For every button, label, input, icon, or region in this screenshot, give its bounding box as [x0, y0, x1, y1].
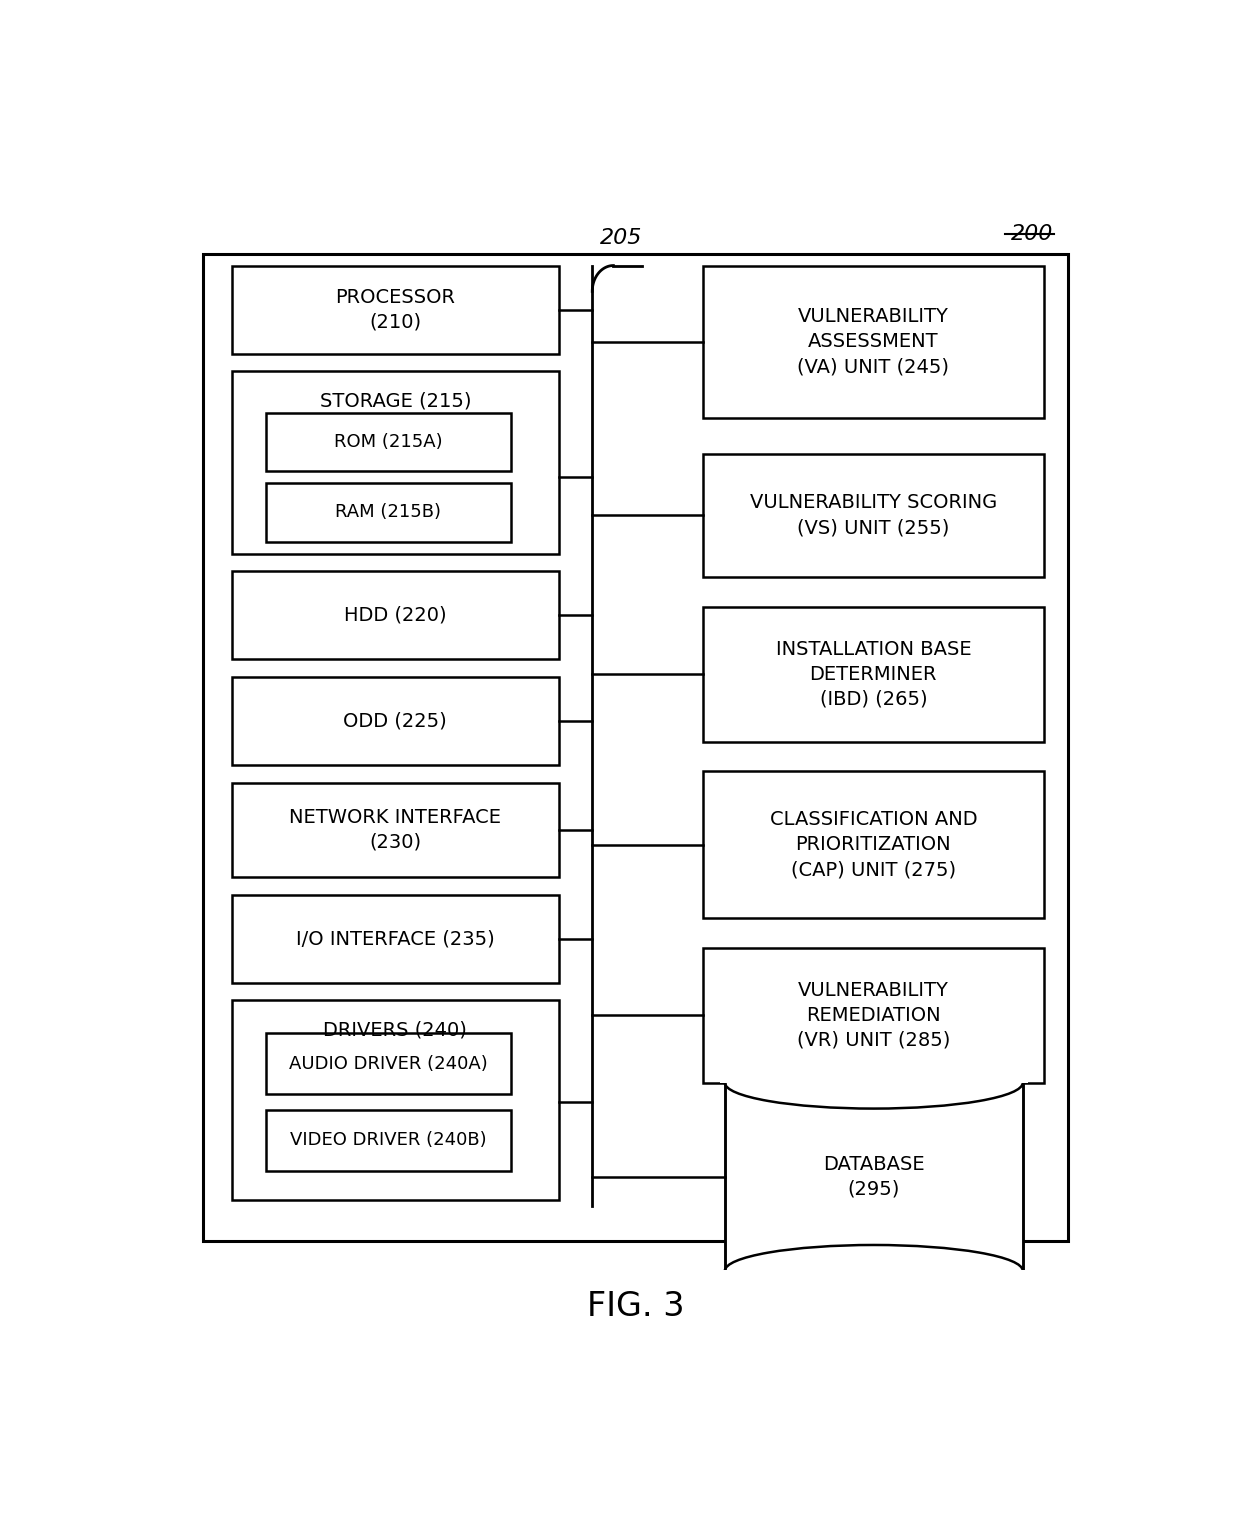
- Text: CLASSIFICATION AND
PRIORITIZATION
(CAP) UNIT (275): CLASSIFICATION AND PRIORITIZATION (CAP) …: [770, 811, 977, 880]
- FancyBboxPatch shape: [232, 1000, 559, 1200]
- Text: 205: 205: [600, 228, 642, 247]
- FancyBboxPatch shape: [720, 1269, 1028, 1303]
- Text: ROM (215A): ROM (215A): [334, 434, 443, 450]
- FancyBboxPatch shape: [265, 1034, 511, 1095]
- FancyBboxPatch shape: [703, 771, 1044, 918]
- Text: ODD (225): ODD (225): [343, 712, 448, 730]
- FancyBboxPatch shape: [725, 1083, 1023, 1270]
- Text: NETWORK INTERFACE
(230): NETWORK INTERFACE (230): [289, 808, 501, 852]
- Text: DRIVERS (240): DRIVERS (240): [324, 1020, 467, 1040]
- Text: INSTALLATION BASE
DETERMINER
(IBD) (265): INSTALLATION BASE DETERMINER (IBD) (265): [775, 640, 971, 709]
- FancyBboxPatch shape: [703, 606, 1044, 742]
- FancyBboxPatch shape: [265, 1110, 511, 1171]
- Text: HDD (220): HDD (220): [343, 606, 446, 625]
- Ellipse shape: [725, 1245, 1023, 1296]
- Text: FIG. 3: FIG. 3: [587, 1290, 684, 1322]
- FancyBboxPatch shape: [232, 783, 559, 876]
- Text: VULNERABILITY SCORING
(VS) UNIT (255): VULNERABILITY SCORING (VS) UNIT (255): [750, 493, 997, 538]
- Text: VIDEO DRIVER (240B): VIDEO DRIVER (240B): [290, 1132, 486, 1150]
- Text: VULNERABILITY
REMEDIATION
(VR) UNIT (285): VULNERABILITY REMEDIATION (VR) UNIT (285…: [796, 980, 950, 1049]
- Ellipse shape: [725, 1057, 1023, 1109]
- FancyBboxPatch shape: [265, 412, 511, 472]
- Text: STORAGE (215): STORAGE (215): [320, 391, 471, 411]
- FancyBboxPatch shape: [232, 266, 559, 354]
- FancyBboxPatch shape: [265, 483, 511, 542]
- Text: 200: 200: [1011, 224, 1054, 244]
- FancyBboxPatch shape: [232, 676, 559, 765]
- Text: RAM (215B): RAM (215B): [335, 504, 441, 521]
- Text: I/O INTERFACE (235): I/O INTERFACE (235): [296, 930, 495, 948]
- FancyBboxPatch shape: [720, 1051, 1028, 1083]
- FancyBboxPatch shape: [703, 947, 1044, 1083]
- FancyBboxPatch shape: [232, 371, 559, 554]
- FancyBboxPatch shape: [232, 571, 559, 660]
- FancyBboxPatch shape: [232, 895, 559, 983]
- Text: PROCESSOR
(210): PROCESSOR (210): [335, 287, 455, 331]
- FancyBboxPatch shape: [703, 454, 1044, 577]
- Text: VULNERABILITY
ASSESSMENT
(VA) UNIT (245): VULNERABILITY ASSESSMENT (VA) UNIT (245): [797, 307, 950, 377]
- FancyBboxPatch shape: [203, 253, 1068, 1241]
- FancyBboxPatch shape: [703, 266, 1044, 418]
- Text: AUDIO DRIVER (240A): AUDIO DRIVER (240A): [289, 1055, 487, 1073]
- Text: DATABASE
(295): DATABASE (295): [823, 1154, 925, 1199]
